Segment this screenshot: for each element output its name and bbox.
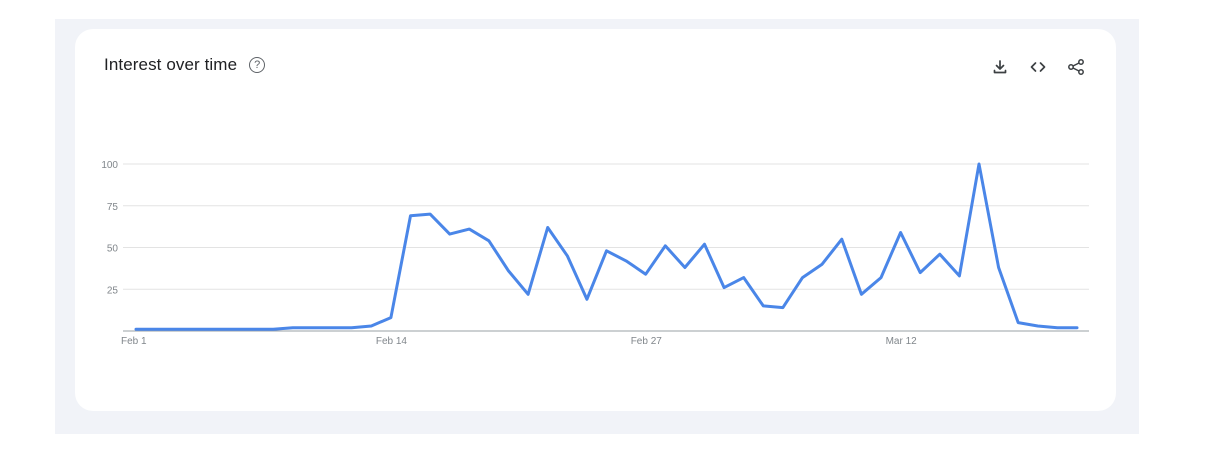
x-tick-label-feb-27: Feb 27 [631,336,663,347]
data-point [743,276,745,278]
data-point [684,266,686,268]
data-point [978,163,980,165]
data-point [527,293,529,295]
data-point [958,275,960,277]
data-point [860,293,862,295]
data-point [311,326,313,328]
data-point [135,328,137,330]
data-point [1017,321,1019,323]
data-point [605,250,607,252]
data-point [997,266,999,268]
x-tick-label-feb-14: Feb 14 [376,336,408,347]
data-point [194,328,196,330]
code-icon[interactable] [1028,57,1048,77]
data-point [664,245,666,247]
data-point [1056,326,1058,328]
y-tick-label-75: 75 [107,202,119,213]
data-point [272,328,274,330]
data-point [586,298,588,300]
data-point [429,213,431,215]
series-line [134,162,1079,331]
interest-over-time-card: Interest over time ? [75,29,1116,411]
data-point [546,226,548,228]
data-point [331,326,333,328]
data-point [821,263,823,265]
data-point [899,231,901,233]
data-point [468,228,470,230]
y-tick-label-25: 25 [107,285,119,296]
share-icon[interactable] [1066,57,1086,77]
download-icon[interactable] [990,57,1010,77]
data-point [1076,326,1078,328]
data-point [939,253,941,255]
help-glyph: ? [254,58,261,71]
data-point [1037,325,1039,327]
help-circle-icon[interactable]: ? [249,57,266,73]
data-point [723,286,725,288]
data-point [625,260,627,262]
data-point [782,306,784,308]
data-point [703,243,705,245]
data-point [488,240,490,242]
data-point [292,326,294,328]
card-header: Interest over time ? [104,55,266,75]
data-point [841,238,843,240]
x-tick-label-mar-12: Mar 12 [886,336,918,347]
data-point [762,305,764,307]
data-point [448,233,450,235]
data-point [174,328,176,330]
data-point [507,270,509,272]
data-point [370,325,372,327]
data-point [350,326,352,328]
data-point [919,271,921,273]
data-point [213,328,215,330]
card-title: Interest over time [104,55,238,74]
data-point [252,328,254,330]
data-point [409,215,411,217]
y-tick-label-50: 50 [107,244,119,255]
data-point [566,255,568,257]
data-point [801,276,803,278]
data-point [154,328,156,330]
y-tick-label-100: 100 [101,160,118,171]
data-point [390,316,392,318]
data-point [880,276,882,278]
data-point [233,328,235,330]
x-tick-label-feb-1: Feb 1 [121,336,147,347]
data-point [645,273,647,275]
card-actions [990,57,1086,77]
